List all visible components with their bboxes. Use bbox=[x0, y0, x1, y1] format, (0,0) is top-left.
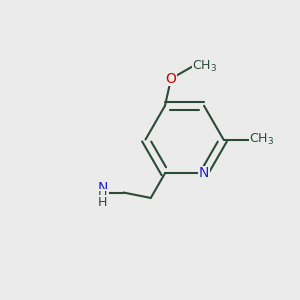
Text: N: N bbox=[199, 166, 209, 180]
Text: H: H bbox=[98, 190, 107, 203]
Text: CH$_3$: CH$_3$ bbox=[192, 59, 217, 74]
Text: N: N bbox=[98, 181, 108, 195]
Text: O: O bbox=[166, 72, 176, 86]
Text: CH$_3$: CH$_3$ bbox=[249, 132, 274, 147]
Text: H: H bbox=[98, 196, 107, 209]
